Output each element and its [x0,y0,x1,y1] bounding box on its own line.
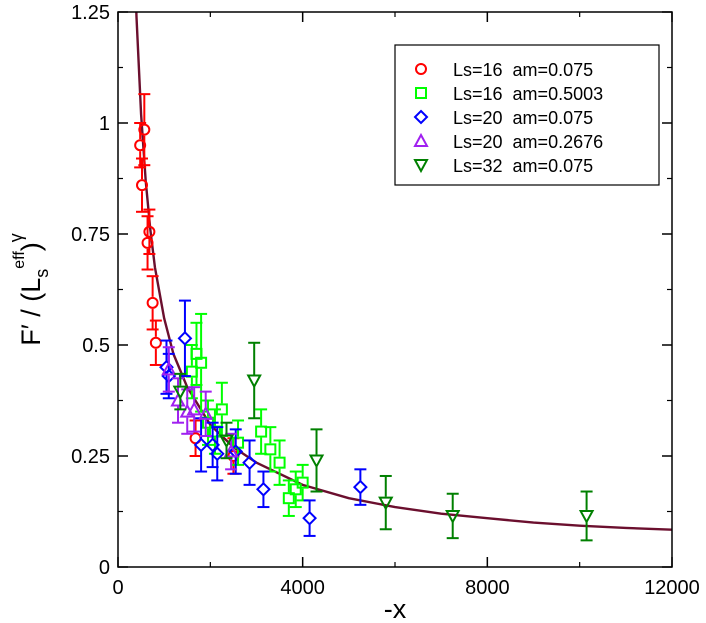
data-point [282,492,295,505]
error-bar [136,157,149,213]
error-bar [229,428,242,475]
error-bar [143,208,156,255]
y-axis-label-superscript-inner: eff [11,251,28,269]
y-tick-label: 1.25 [71,2,110,24]
error-bar [181,388,194,435]
legend-marker [413,132,429,147]
error-bar [243,439,256,486]
error-bar [282,479,295,517]
data-point [177,330,193,346]
legend-label: Ls=16 am=0.5003 [453,84,603,104]
data-point [302,510,318,526]
error-bar [379,474,392,531]
data-point [308,454,325,469]
error-bar [162,346,175,393]
error-bar [310,428,323,493]
data-point [161,361,177,376]
data-point [172,385,189,400]
data-point [146,296,159,309]
error-bar [149,319,162,366]
legend-marker [413,109,429,125]
data-point [578,509,595,525]
error-bar [257,470,270,509]
x-axis-label: -x [384,594,407,623]
data-point [223,443,239,458]
svg-text:F′ / (Lseff)γ: F′ / (Lseff)γ [6,233,52,346]
legend-item: Ls=32 am=0.075 [413,156,593,176]
data-point [352,479,368,495]
legend-label: Ls=20 am=0.2676 [453,132,603,152]
series-1 [134,93,240,475]
legend-label: Ls=20 am=0.075 [453,108,593,128]
x-tick-label: 8000 [465,577,510,599]
error-bar [174,372,187,411]
series-3 [159,299,368,537]
error-bar [188,386,201,433]
x-tick-label: 12000 [644,577,700,599]
y-tick-label: 0.75 [71,224,110,246]
y-axis-label-main: F′ / (L [16,278,46,346]
y-tick-label: 1 [99,113,110,135]
legend-item: Ls=16 am=0.075 [415,60,593,80]
data-point [255,425,268,438]
data-point [264,443,277,456]
error-bar [199,390,212,438]
data-point [289,483,302,496]
legend-box [394,44,660,186]
data-point [138,123,151,136]
data-point [193,437,209,453]
error-bar [248,341,261,420]
data-point [215,403,228,416]
data-point [143,225,156,238]
data-point [141,236,154,249]
error-bar [138,93,151,167]
data-point [273,456,286,469]
y-axis-label-superscript-outer: γ [6,233,26,242]
data-point [246,374,262,389]
data-point [445,509,461,525]
data-point [149,336,162,349]
legend-item: Ls=20 am=0.075 [413,108,593,128]
legend-marker [413,159,429,174]
legend: Ls=16 am=0.075 Ls=16 am=0.5003 Ls=20 am=0.… [394,44,660,186]
error-bar [446,492,459,540]
data-point [186,401,202,416]
data-point [209,446,225,462]
error-bar [354,468,367,506]
error-bar [146,275,159,331]
data-point [296,476,309,489]
error-bar [273,439,286,486]
data-point [198,405,214,420]
y-axis-label: F′ / (Lseff)γ [6,233,52,346]
y-axis-label-close: ) [16,242,46,251]
legend-marker [415,87,427,99]
data-point [218,434,235,449]
data-point [136,179,149,192]
error-bar [580,490,593,542]
y-tick-label: 0 [99,557,110,579]
data-point [256,481,271,497]
data-point [195,356,208,369]
error-bar [289,470,302,509]
x-tick-label: 4000 [280,577,325,599]
y-tick-label: 0.5 [82,335,110,357]
error-bar [178,299,191,378]
series-5 [172,341,595,542]
legend-marker [415,63,427,75]
error-bar [195,312,208,413]
legend-label: Ls=32 am=0.075 [453,156,593,176]
error-bar [160,339,173,395]
y-axis-label-subscript: s [32,269,52,278]
y-tick-label: 0.25 [71,446,110,468]
legend-item: Ls=16 am=0.5003 [415,84,603,104]
data-point [242,455,257,471]
x-tick-label: 0 [112,577,123,599]
legend-item: Ls=20 am=0.2676 [413,132,603,152]
error-bar [211,426,224,482]
data-point [378,496,394,511]
error-bar [303,499,316,537]
legend-label: Ls=16 am=0.075 [453,60,593,80]
